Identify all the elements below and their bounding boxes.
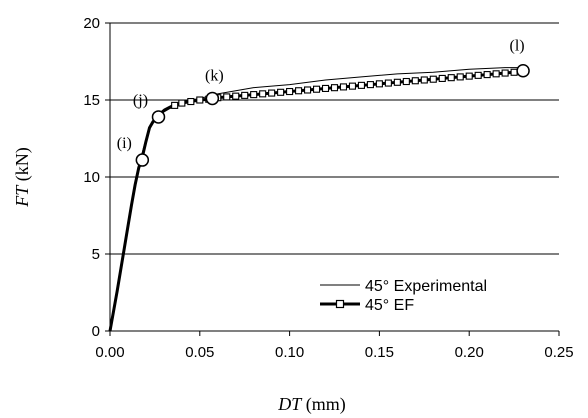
annotation-marker bbox=[516, 63, 530, 78]
series-point-marker bbox=[196, 96, 204, 104]
legend: 45° Experimental 45° EF bbox=[320, 278, 487, 314]
series-point-marker bbox=[384, 79, 392, 87]
series-point-marker bbox=[268, 89, 276, 97]
series-point-marker bbox=[429, 75, 437, 83]
series-point-marker bbox=[259, 90, 267, 98]
annotation-marker bbox=[205, 91, 220, 106]
annotation-label: (j) bbox=[133, 92, 148, 109]
series-point-marker bbox=[474, 71, 482, 79]
y-tick-label: 10 bbox=[83, 169, 100, 186]
series-point-marker bbox=[277, 88, 285, 96]
annotation-label: (i) bbox=[117, 135, 132, 152]
series-point-marker bbox=[250, 91, 258, 99]
series-point-marker bbox=[501, 69, 509, 77]
series-point-marker bbox=[402, 77, 410, 86]
series-point-marker bbox=[348, 82, 357, 90]
annotation-label: (k) bbox=[205, 67, 224, 84]
annotation-marker bbox=[135, 153, 150, 167]
legend-swatch-ef-marker bbox=[335, 299, 345, 309]
series-point-marker bbox=[420, 76, 428, 84]
series-point-marker bbox=[187, 97, 195, 106]
series-point-marker bbox=[447, 74, 455, 82]
legend-label-experimental: 45° Experimental bbox=[365, 278, 487, 295]
series-point-marker bbox=[465, 72, 473, 80]
y-tick-label: 15 bbox=[83, 92, 100, 109]
series-point-marker bbox=[295, 87, 303, 95]
series-point-marker bbox=[483, 71, 491, 79]
series-point-marker bbox=[492, 70, 500, 78]
y-tick-label: 5 bbox=[92, 246, 100, 263]
x-tick-label: 0.10 bbox=[275, 344, 304, 361]
series-point-marker bbox=[366, 81, 374, 89]
series-point-marker bbox=[286, 87, 294, 96]
x-axis-label: DT (mm) bbox=[277, 394, 346, 415]
series-point-marker bbox=[339, 83, 348, 91]
x-tick-label: 0.20 bbox=[455, 344, 484, 361]
y-axis-label-symbol: FT bbox=[12, 184, 32, 208]
series-point-marker bbox=[312, 85, 321, 93]
x-tick-label: 0.05 bbox=[185, 344, 214, 361]
x-tick-label: 0.15 bbox=[365, 344, 394, 361]
series-point-marker bbox=[232, 92, 240, 100]
series-point-marker bbox=[456, 73, 464, 81]
y-axis-label-unit: (kN) bbox=[12, 147, 33, 186]
y-tick-label: 20 bbox=[83, 15, 100, 32]
series-point-marker bbox=[241, 91, 249, 99]
series-point-marker bbox=[411, 77, 419, 85]
legend-label-ef: 45° EF bbox=[365, 297, 414, 314]
series-point-marker bbox=[393, 78, 401, 86]
series-point-marker bbox=[357, 81, 365, 89]
series-point-marker bbox=[510, 68, 518, 76]
series-point-marker bbox=[178, 99, 186, 107]
x-tick-label: 0.25 bbox=[544, 344, 573, 361]
annotation-label: (l) bbox=[510, 38, 525, 55]
gridlines bbox=[110, 22, 559, 255]
y-axis-ticks: 0 5 10 15 20 bbox=[83, 15, 110, 340]
series-point-marker bbox=[171, 101, 179, 109]
series-point-marker bbox=[223, 93, 231, 101]
x-axis-label-unit: (mm) bbox=[301, 394, 346, 415]
series-point-marker bbox=[321, 84, 330, 92]
x-axis-label-symbol: DT bbox=[277, 394, 303, 414]
x-tick-label: 0.00 bbox=[95, 344, 124, 361]
series-point-marker bbox=[304, 86, 312, 94]
annotation-marker bbox=[151, 110, 166, 124]
y-tick-label: 0 bbox=[92, 323, 100, 340]
x-axis-ticks: 0.00 0.05 0.10 0.15 0.20 0.25 bbox=[95, 331, 574, 361]
y-axis-label: FT (kN) bbox=[12, 147, 33, 208]
series-point-marker bbox=[375, 80, 383, 88]
series-point-marker bbox=[330, 84, 339, 92]
annotations: (i) (j) (k) (l) bbox=[117, 38, 530, 167]
series-point-marker bbox=[438, 74, 446, 82]
